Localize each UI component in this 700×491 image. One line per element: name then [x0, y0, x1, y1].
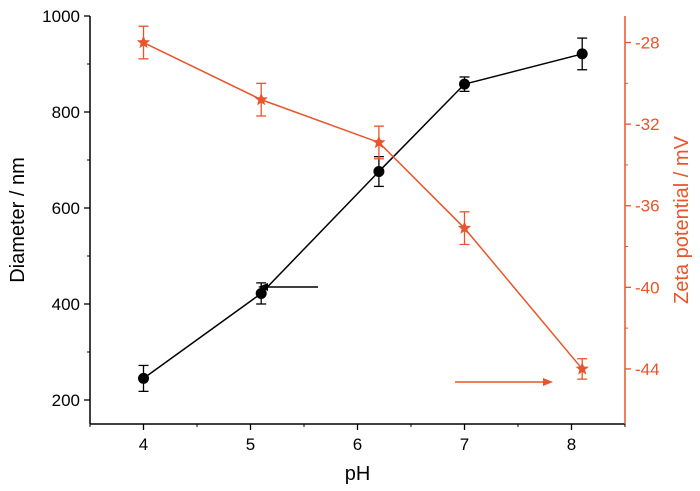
zeta-point-3	[457, 221, 472, 234]
zeta-point-2	[372, 135, 386, 149]
right-y-tick-label--32: -32	[635, 115, 660, 134]
diameter-point-0	[138, 372, 149, 384]
diameter-series	[138, 37, 588, 393]
zeta-point-0	[136, 35, 151, 49]
left-y-tick-label-200: 200	[52, 391, 80, 410]
x-tick-label-8: 8	[567, 435, 576, 454]
right-y-axis-title: Zeta potential / mV	[671, 135, 693, 304]
left-y-tick-label-600: 600	[52, 199, 80, 218]
left-y-tick-label-1000: 1000	[42, 7, 80, 26]
zeta-point-4	[575, 361, 589, 375]
x-tick-label-6: 6	[353, 435, 362, 454]
diameter-point-3	[459, 78, 470, 90]
zeta-point-1	[254, 92, 268, 106]
diameter-point-1	[255, 287, 267, 299]
x-tick-label-4: 4	[139, 435, 148, 454]
right-y-tick-label--36: -36	[635, 197, 660, 216]
arrow-to-right-axis-head	[543, 378, 553, 386]
arrow-to-left-axis-head	[258, 283, 268, 291]
zeta-line	[143, 41, 583, 370]
right-y-tick-label--44: -44	[635, 360, 660, 379]
right-y-tick-label--40: -40	[635, 278, 660, 297]
x-tick-label-5: 5	[246, 435, 255, 454]
annotations	[258, 283, 553, 386]
left-y-tick-label-400: 400	[52, 295, 80, 314]
right-y-tick-label--28: -28	[635, 34, 660, 53]
left-y-axis-title: Diameter / nm	[7, 157, 29, 283]
diameter-point-2	[373, 166, 385, 178]
axes: 4 5 6 7 8 200 400 600 800 1000 -28 -32 -36 -40 -44	[42, 7, 659, 454]
x-tick-label-7: 7	[460, 435, 469, 454]
x-axis-title: pH	[345, 463, 371, 485]
zeta-series	[136, 25, 589, 380]
diameter-line	[143, 53, 583, 380]
diameter-point-4	[576, 48, 588, 60]
left-y-tick-label-800: 800	[52, 103, 80, 122]
